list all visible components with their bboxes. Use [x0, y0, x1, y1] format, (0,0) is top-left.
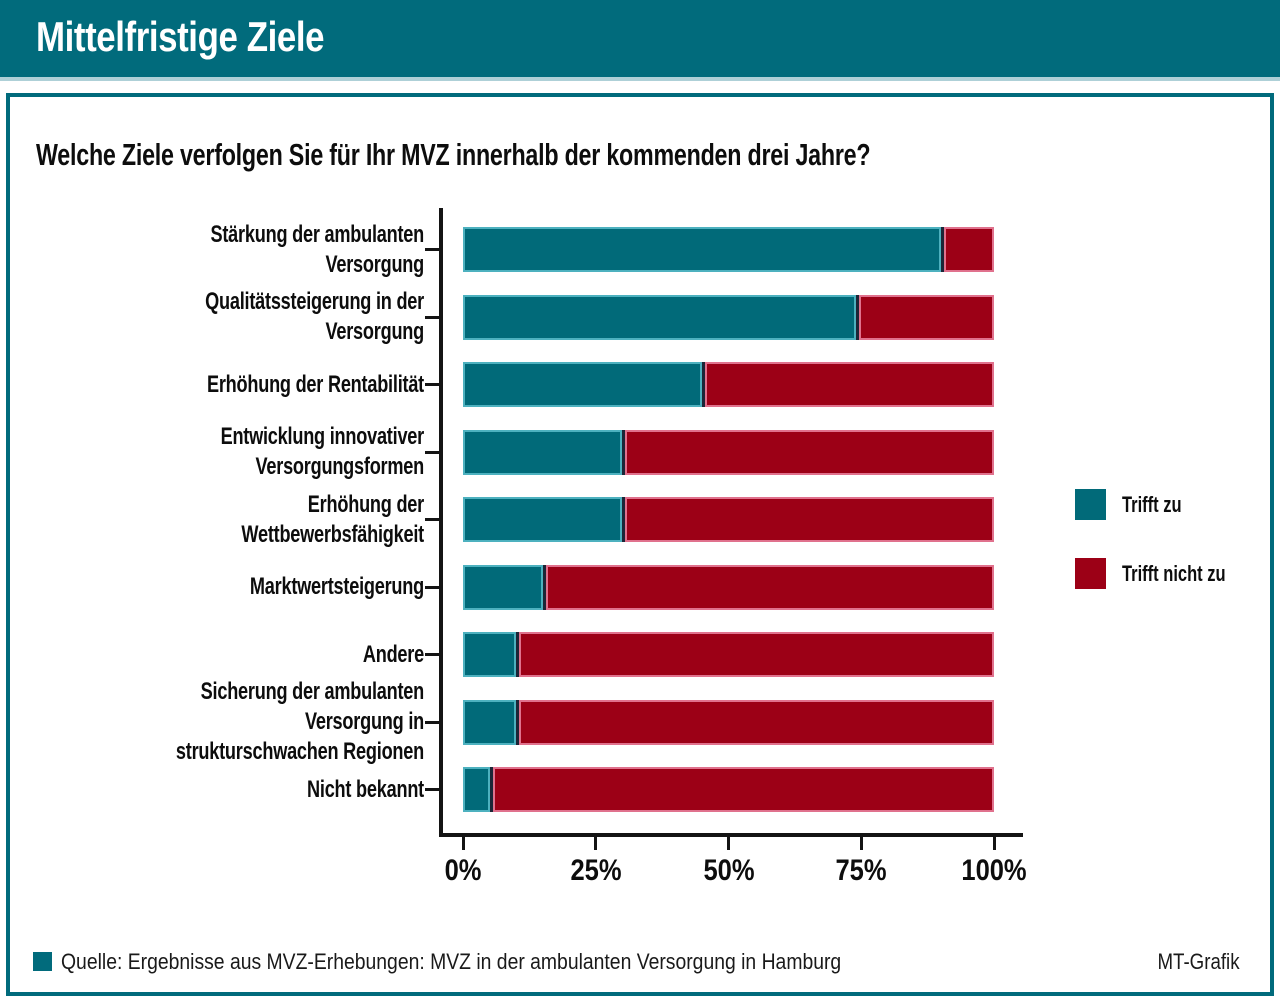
- bar-row: [463, 767, 994, 812]
- x-axis-tick: [727, 837, 730, 850]
- bar-segment-trifft-nicht-zu: [704, 362, 994, 407]
- bar-row: [463, 429, 994, 475]
- category-label: Erhöhung der Rentabilität: [206, 370, 424, 398]
- category-label: Andere: [362, 640, 424, 668]
- bar-row: [463, 294, 994, 340]
- bar-segment-divider: [940, 227, 944, 272]
- category-label: Sicherung der ambulanten Versorgung in s…: [175, 678, 424, 765]
- bar-segment-divider: [622, 497, 626, 542]
- category-label: Nicht bekannt: [307, 775, 424, 803]
- bar-segment-trifft-nicht-zu: [943, 227, 994, 272]
- legend-label: Trifft nicht zu: [1122, 560, 1226, 586]
- y-axis-tick: [425, 788, 439, 791]
- x-axis-tick-label: 75%: [835, 854, 887, 887]
- category-label: Qualitätssteigerung in der Versorgung: [205, 288, 424, 345]
- x-axis-tick: [461, 837, 465, 850]
- bar-segment-trifft-nicht-zu: [858, 294, 994, 340]
- bar-segment-trifft-nicht-zu: [492, 767, 994, 812]
- legend-swatch: [1075, 558, 1106, 589]
- category-label: Entwicklung innovativer Versorgungsforme…: [220, 423, 425, 480]
- bar-segment-trifft-zu: [463, 632, 517, 677]
- bar-segment-divider: [701, 362, 705, 407]
- category-label: Stärkung der ambulanten Versorgung: [210, 220, 424, 278]
- y-axis-tick: [425, 518, 439, 521]
- bar-row: [463, 699, 994, 745]
- y-axis-tick: [425, 248, 439, 251]
- bar-segment-trifft-nicht-zu: [545, 564, 994, 610]
- bar-segment-trifft-nicht-zu: [519, 699, 994, 745]
- bar-row: [463, 497, 994, 542]
- source-text: Quelle: Ergebnisse aus MVZ-Erhebungen: M…: [61, 949, 842, 974]
- y-axis-tick: [425, 653, 439, 656]
- category-label: Marktwertsteigerung: [249, 573, 424, 600]
- legend-swatch: [1075, 489, 1106, 520]
- bar-row: [463, 227, 994, 272]
- bar-segment-trifft-zu: [463, 497, 623, 542]
- bar-segment-divider: [542, 564, 546, 610]
- x-axis-tick: [594, 837, 598, 850]
- chart-question: Welche Ziele verfolgen Sie für Ihr MVZ i…: [36, 137, 871, 172]
- x-axis-tick: [859, 837, 863, 850]
- x-axis-line: [439, 833, 1023, 837]
- bar-segment-divider: [855, 294, 859, 340]
- bar-segment-divider: [516, 699, 520, 745]
- bar-row: [463, 564, 994, 610]
- bar-segment-trifft-nicht-zu: [625, 497, 994, 542]
- y-axis-tick: [425, 585, 439, 589]
- y-axis-line: [439, 208, 443, 837]
- bar-segment-trifft-nicht-zu: [625, 429, 994, 475]
- header-banner: Mittelfristige Ziele: [0, 0, 1280, 81]
- y-axis-tick: [425, 450, 439, 454]
- bar-row: [463, 362, 994, 407]
- bar-segment-trifft-zu: [463, 429, 623, 475]
- x-axis-tick-label: 25%: [570, 854, 622, 887]
- bar-segment-trifft-zu: [463, 767, 490, 812]
- legend-label: Trifft zu: [1122, 491, 1182, 517]
- y-axis-tick: [425, 383, 439, 386]
- bar-segment-trifft-zu: [463, 294, 856, 340]
- category-label: Erhöhung der Wettbewerbsfähigkeit: [241, 490, 424, 548]
- x-axis-tick-label: 50%: [702, 854, 755, 887]
- y-axis-tick: [425, 720, 439, 724]
- bar-segment-trifft-zu: [463, 227, 941, 272]
- page-title: Mittelfristige Ziele: [36, 13, 325, 60]
- credit-text: MT-Grafik: [1157, 949, 1240, 974]
- bar-segment-trifft-zu: [463, 699, 517, 745]
- bar-segment-trifft-nicht-zu: [519, 632, 994, 677]
- bar-segment-divider: [622, 429, 626, 475]
- bar-segment-divider: [489, 767, 493, 812]
- y-axis-tick: [425, 315, 439, 319]
- x-axis-tick-label: 100%: [961, 854, 1027, 887]
- x-axis-tick-label: 0%: [444, 854, 482, 887]
- bar-segment-divider: [516, 632, 520, 677]
- x-axis-tick: [992, 837, 996, 850]
- source-swatch-icon: [33, 952, 52, 971]
- bar-row: [463, 632, 994, 677]
- bar-segment-trifft-zu: [463, 362, 702, 407]
- bar-segment-trifft-zu: [463, 564, 543, 610]
